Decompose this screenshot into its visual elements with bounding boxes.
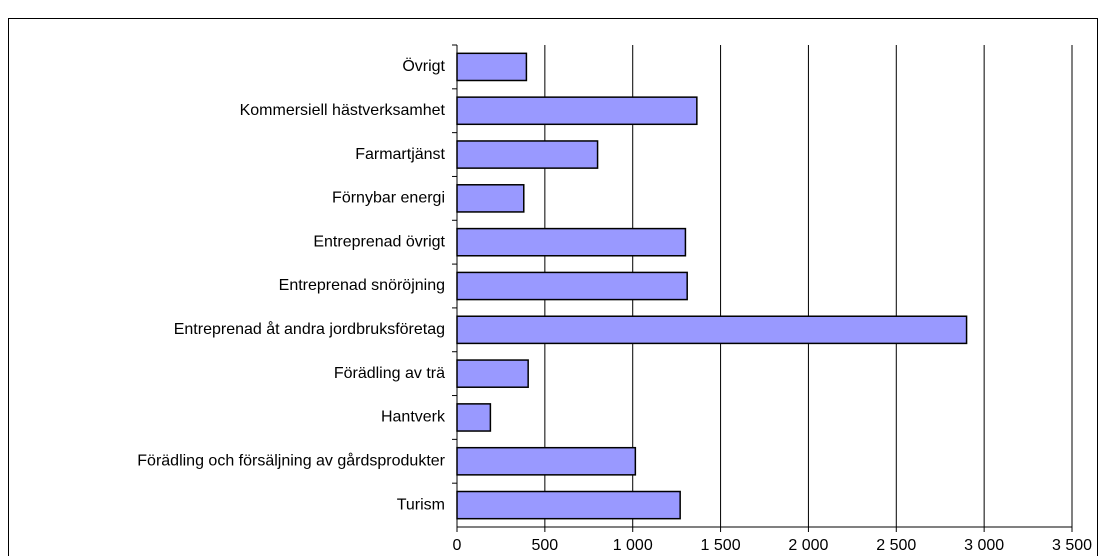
y-tick-label: Övrigt [402, 57, 445, 75]
y-tick-label: Farmartjänst [355, 146, 445, 163]
y-tick-label: Turism [397, 496, 445, 513]
x-tick-label: 1 500 [701, 537, 741, 554]
y-tick-label: Förädling och försäljning av gårdsproduk… [137, 451, 445, 469]
y-tick-label: Entreprenad övrigt [313, 233, 445, 250]
y-tick-label: Förädling av trä [334, 365, 445, 382]
bar [456, 140, 599, 169]
y-tick-label: Hantverk [381, 409, 446, 426]
x-tick-label: 2 000 [788, 537, 828, 554]
bar [456, 52, 528, 82]
x-tick-label: 2 500 [876, 537, 916, 554]
x-tick-label: 500 [532, 537, 559, 554]
x-tick-label: 3 000 [964, 537, 1004, 554]
chart-border [8, 18, 1098, 556]
y-tick-label: Kommersiell hästverksamhet [240, 102, 446, 119]
y-tick-label: Förnybar energi [332, 190, 445, 207]
bar [456, 490, 681, 520]
bar [456, 315, 968, 345]
bar [456, 359, 529, 388]
x-tick-label: 1 000 [613, 537, 653, 554]
bar [456, 403, 492, 432]
bar [456, 271, 688, 301]
y-tick-label: Entreprenad snöröjning [279, 277, 445, 294]
y-tick-label: Entreprenad åt andra jordbruksföretag [174, 320, 445, 338]
bar [456, 96, 698, 126]
bar [456, 184, 525, 213]
x-tick-label: 3 500 [1052, 537, 1092, 554]
x-tick-label: 0 [453, 537, 462, 554]
bar [456, 227, 687, 257]
bar [456, 446, 637, 476]
